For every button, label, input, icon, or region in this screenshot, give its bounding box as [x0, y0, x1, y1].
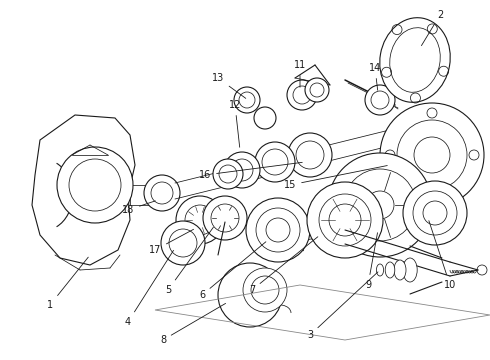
Circle shape [413, 191, 457, 235]
Circle shape [144, 175, 180, 211]
Circle shape [218, 263, 282, 327]
Circle shape [328, 153, 432, 257]
Circle shape [319, 194, 371, 246]
Text: 15: 15 [284, 166, 387, 190]
Ellipse shape [385, 262, 395, 278]
Ellipse shape [394, 260, 406, 280]
Circle shape [287, 80, 317, 110]
Ellipse shape [403, 258, 417, 282]
Circle shape [397, 120, 467, 190]
Circle shape [307, 182, 383, 258]
Circle shape [288, 133, 332, 177]
Ellipse shape [380, 18, 450, 102]
Circle shape [203, 196, 247, 240]
Circle shape [256, 208, 300, 252]
Text: 9: 9 [365, 233, 377, 290]
Circle shape [185, 205, 215, 235]
Circle shape [57, 147, 133, 223]
Text: 3: 3 [307, 272, 378, 340]
Polygon shape [32, 115, 135, 265]
Text: 18: 18 [122, 201, 155, 215]
Circle shape [254, 107, 276, 129]
Text: 13: 13 [212, 73, 246, 98]
Text: 14: 14 [369, 63, 381, 90]
Circle shape [213, 159, 243, 189]
Text: 1: 1 [47, 257, 88, 310]
Text: 2: 2 [421, 10, 443, 46]
Circle shape [380, 103, 484, 207]
Circle shape [176, 196, 224, 244]
Circle shape [403, 181, 467, 245]
Ellipse shape [376, 264, 384, 276]
Text: 10: 10 [429, 221, 456, 290]
Circle shape [243, 268, 287, 312]
Circle shape [161, 221, 205, 265]
Text: 4: 4 [125, 250, 173, 327]
Circle shape [151, 182, 173, 204]
Text: 17: 17 [149, 229, 194, 255]
Text: 7: 7 [249, 237, 318, 295]
Circle shape [365, 85, 395, 115]
Text: 11: 11 [294, 60, 306, 87]
Circle shape [305, 78, 329, 102]
Circle shape [344, 169, 416, 241]
Text: 12: 12 [229, 100, 241, 147]
Text: 5: 5 [165, 227, 213, 295]
Circle shape [234, 87, 260, 113]
Text: 16: 16 [199, 162, 302, 180]
Text: 8: 8 [160, 303, 225, 345]
Circle shape [255, 142, 295, 182]
Ellipse shape [390, 28, 440, 92]
Text: 6: 6 [199, 242, 266, 300]
Circle shape [246, 198, 310, 262]
Circle shape [224, 152, 260, 188]
Circle shape [69, 159, 121, 211]
